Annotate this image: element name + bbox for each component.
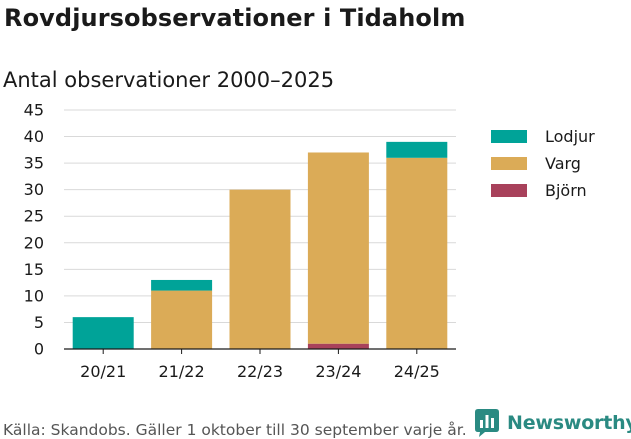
y-tick-label: 10 — [24, 286, 44, 305]
newsworthy-logo: Newsworthy — [475, 409, 631, 437]
axes: 0 5 10 15 20 25 30 35 40 45 20/21 21/22 22/23 23/24 24… — [24, 101, 456, 381]
legend-label-bjorn: Björn — [545, 181, 587, 200]
chart-title: Rovdjursobservationer i Tidaholm — [4, 4, 466, 32]
source-note: Källa: Skandobs. Gäller 1 oktober till 3… — [3, 421, 467, 439]
x-tick-label: 20/21 — [80, 362, 126, 381]
y-tick-label: 25 — [24, 207, 44, 226]
stacked-bar-chart: 0 5 10 15 20 25 30 35 40 45 20/21 21/22 22/23 23/24 24… — [24, 101, 596, 382]
y-tick-label: 15 — [24, 260, 44, 279]
legend-swatch-lodjur — [491, 130, 527, 143]
bar-lodjur-21-22 — [151, 279, 213, 291]
y-tick-label: 0 — [34, 340, 44, 359]
bar-lodjur-24-25 — [386, 141, 448, 158]
y-tick-label: 40 — [24, 127, 44, 146]
bar-varg-24-25 — [386, 157, 448, 349]
x-tick-label: 23/24 — [315, 362, 361, 381]
y-tick-label: 45 — [24, 101, 44, 120]
bar-varg-22-23 — [229, 189, 291, 349]
brand-name: Newsworthy — [507, 412, 631, 434]
bar-lodjur-20-21 — [72, 317, 134, 349]
bars — [72, 141, 448, 349]
y-tick-label: 30 — [24, 180, 44, 199]
y-tick-label: 5 — [34, 313, 44, 332]
legend: Lodjur Varg Björn — [491, 127, 595, 200]
bar-varg-21-22 — [151, 290, 213, 349]
newsworthy-logo-icon — [475, 409, 499, 437]
y-tick-label: 35 — [24, 154, 44, 173]
legend-label-varg: Varg — [545, 154, 581, 173]
bar-bjorn-23-24 — [307, 343, 369, 349]
legend-swatch-bjorn — [491, 184, 527, 197]
legend-label-lodjur: Lodjur — [545, 127, 595, 146]
x-tick-label: 22/23 — [237, 362, 283, 381]
chart-subtitle: Antal observationer 2000–2025 — [3, 68, 335, 92]
x-tick-label: 24/25 — [394, 362, 440, 381]
bar-varg-23-24 — [307, 152, 369, 344]
y-tick-label: 20 — [24, 233, 44, 252]
legend-swatch-varg — [491, 157, 527, 170]
x-tick-label: 21/22 — [159, 362, 205, 381]
